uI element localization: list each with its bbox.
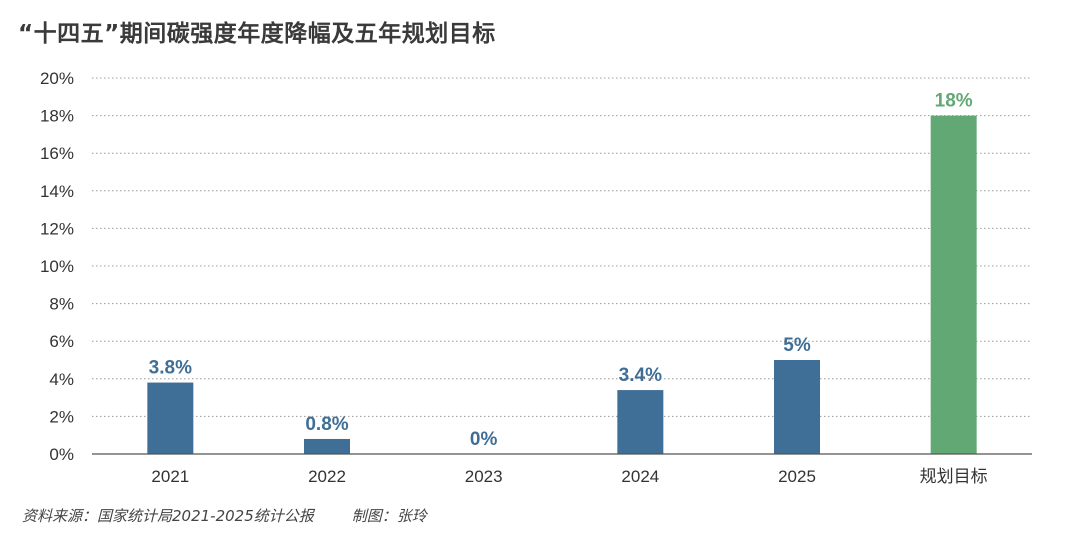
data-label: 18% [935,91,973,112]
chart-title: “十四五”期间碳强度年度降幅及五年规划目标 [18,21,496,47]
y-tick-label: 20% [40,69,74,88]
bars [147,115,977,454]
y-tick-label: 2% [49,407,74,426]
bar-规划目标 [930,115,977,454]
x-category-label: 规划目标 [920,467,988,486]
data-label: 3.4% [619,365,662,386]
bar-2025 [774,360,820,454]
data-label: 0% [470,429,498,450]
data-labels: 3.8% 0.8% 0% 3.4% 5% 18% [149,91,973,450]
x-category-label: 2021 [151,467,189,486]
y-tick-label: 16% [40,144,74,163]
credit-note: 制图：张玲 [351,507,427,525]
x-category-label: 2023 [465,467,503,486]
y-axis-ticks: 0% 2% 4% 6% 8% 10% 12% 14% 16% 18% 20% [40,69,74,464]
bar-2024 [617,390,664,454]
y-tick-label: 10% [40,257,74,276]
data-label: 3.8% [149,358,192,379]
x-category-label: 2024 [621,467,659,486]
source-note: 资料来源：国家统计局2021-2025统计公报 [22,507,314,525]
data-label: 0.8% [305,414,348,435]
y-tick-label: 18% [40,107,74,126]
y-tick-label: 0% [49,445,74,464]
y-tick-label: 6% [49,332,74,351]
y-tick-label: 14% [40,182,74,201]
data-label: 5% [783,335,811,356]
x-category-label: 2025 [778,467,816,486]
bar-2021 [147,382,194,454]
y-tick-label: 8% [49,295,74,314]
bar-2022 [304,438,350,454]
y-tick-label: 12% [40,219,74,238]
x-axis: 2021 2022 2023 2024 2025 规划目标 [92,453,1032,486]
y-tick-label: 4% [49,370,74,389]
x-category-label: 2022 [308,467,346,486]
grid-lines [92,77,1032,417]
footer: 资料来源：国家统计局2021-2025统计公报 制图：张玲 [22,505,427,526]
